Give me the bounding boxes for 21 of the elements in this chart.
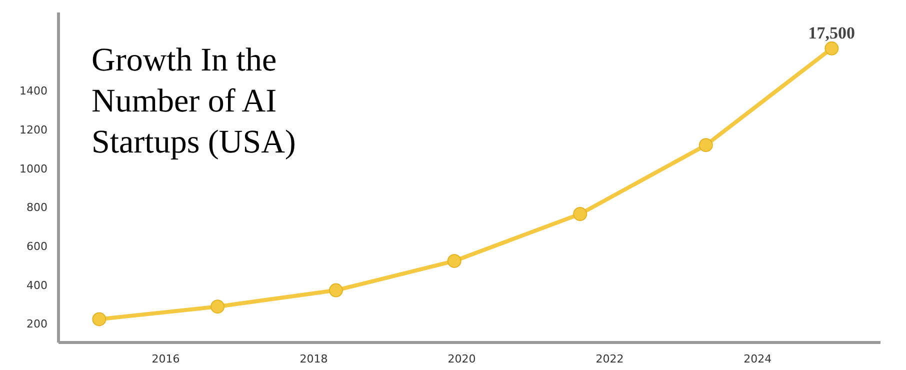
x-tick-label: 2024: [744, 352, 772, 366]
point: [210, 300, 225, 314]
y-tick-label: 1400: [20, 84, 48, 98]
x-tick-label: 2022: [596, 352, 624, 366]
y-tick-label: 800: [26, 201, 48, 214]
point: [698, 138, 713, 152]
y-tick-label: 1000: [20, 162, 48, 176]
point: [328, 283, 343, 298]
y-tick-label: 400: [26, 278, 48, 292]
point: [824, 41, 839, 56]
point: [92, 312, 106, 326]
annotation: 17,500: [808, 23, 856, 42]
y-tick-label: 200: [26, 318, 48, 331]
point: [573, 207, 588, 221]
x-tick-label: 2020: [448, 352, 476, 366]
point: [447, 254, 462, 268]
x-tick-label: 2016: [152, 352, 180, 366]
x-tick-label: 2018: [300, 352, 328, 366]
y-tick-label: 600: [26, 240, 48, 253]
y-tick-label: 1200: [20, 123, 48, 136]
text: Growth In the Number of AI Startups (USA): [92, 42, 296, 160]
